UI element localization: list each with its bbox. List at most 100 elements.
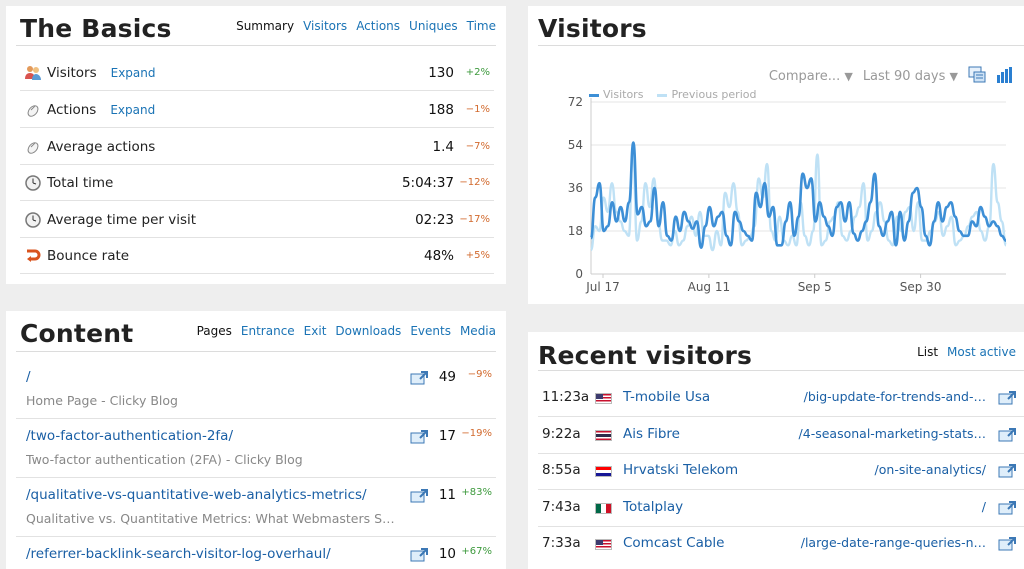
basics-value: 02:23 [415, 211, 454, 228]
comment-icon[interactable] [410, 548, 428, 568]
isp-link[interactable]: T-mobile Usa [623, 389, 711, 405]
y-tick-label: 36 [568, 181, 583, 195]
clock-icon [24, 211, 42, 229]
basics-label: Actions [47, 101, 97, 118]
visitors-title: Visitors [538, 14, 647, 43]
visitors-divider [538, 45, 1024, 46]
content-row: / Home Page - Clicky Blog 49 −9% [16, 360, 496, 419]
comment-icon[interactable] [998, 391, 1016, 411]
export-icon[interactable] [968, 66, 986, 87]
expand-link[interactable]: Expand [110, 102, 156, 117]
x-tick-label: Sep 30 [900, 280, 942, 294]
tab-uniques[interactable]: Uniques [409, 19, 458, 33]
us-flag-icon [595, 393, 612, 404]
change-badge: +67% [461, 546, 492, 557]
content-row: /qualitative-vs-quantitative-web-analyti… [16, 478, 496, 537]
tab-summary[interactable]: Summary [236, 19, 295, 33]
change-badge: −9% [467, 369, 492, 380]
chart-legend: Visitors Previous period [589, 88, 756, 101]
page-title: Two-factor authentication (2FA) - Clicky… [26, 452, 303, 467]
basics-value: 5:04:37 [401, 174, 454, 191]
tab-pages[interactable]: Pages [196, 324, 232, 338]
visit-time: 11:23a [542, 389, 590, 405]
chart-controls: Compare... ▼ Last 90 days ▼ [769, 66, 1014, 87]
bar-chart-icon[interactable] [996, 66, 1014, 87]
page-path-link[interactable]: /referrer-backlink-search-visitor-log-ov… [26, 546, 331, 562]
basics-tabs: Summary Visitors Actions Uniques Time [236, 19, 496, 33]
comment-icon[interactable] [998, 537, 1016, 557]
chevron-down-icon: ▼ [844, 70, 853, 83]
content-title: Content [20, 319, 134, 348]
page-count: 11 [438, 487, 456, 503]
tab-media[interactable]: Media [459, 324, 496, 338]
visited-page-link[interactable]: /large-date-range-queries-n… [800, 535, 986, 550]
basics-row-bounce-rate: Bounce rate 48% +5% [20, 238, 494, 274]
basics-label: Average actions [47, 138, 156, 155]
legend-item-previous: Previous period [657, 88, 756, 101]
expand-link[interactable]: Expand [110, 65, 156, 80]
visitor-row[interactable]: 9:22a Ais Fibre /4-seasonal-marketing-st… [538, 417, 1024, 454]
page-count: 17 [438, 428, 456, 444]
date-range-dropdown[interactable]: Last 90 days ▼ [863, 69, 958, 84]
hr-flag-icon [595, 466, 612, 477]
visited-page-link[interactable]: /4-seasonal-marketing-stats… [798, 426, 986, 441]
cursor-icon [24, 101, 42, 119]
tab-events[interactable]: Events [410, 324, 451, 338]
tab-actions[interactable]: Actions [356, 19, 401, 33]
page-path-link[interactable]: /qualitative-vs-quantitative-web-analyti… [26, 487, 367, 503]
page-title: Home Page - Clicky Blog [26, 393, 178, 408]
comment-icon[interactable] [410, 371, 428, 391]
page-path-link[interactable]: /two-factor-authentication-2fa/ [26, 428, 233, 444]
comment-icon[interactable] [998, 464, 1016, 484]
visited-page-link[interactable]: / [981, 499, 986, 514]
tab-downloads[interactable]: Downloads [335, 324, 402, 338]
content-divider [16, 351, 496, 352]
change-badge: −19% [461, 428, 492, 439]
tab-exit[interactable]: Exit [303, 324, 327, 338]
page-title: Qualitative vs. Quantitative Metrics: Wh… [26, 511, 401, 526]
comment-icon[interactable] [410, 430, 428, 450]
legend-previous-label: Previous period [671, 88, 757, 101]
cursor-icon [24, 138, 42, 156]
isp-link[interactable]: Ais Fibre [623, 426, 680, 442]
isp-link[interactable]: Totalplay [623, 499, 684, 515]
comment-icon[interactable] [998, 428, 1016, 448]
basics-value: 48% [423, 247, 454, 264]
visitor-row[interactable]: 8:55a Hrvatski Telekom /on-site-analytic… [538, 453, 1024, 490]
chevron-down-icon: ▼ [949, 70, 958, 83]
page-count: 10 [438, 546, 456, 562]
compare-dropdown[interactable]: Compare... ▼ [769, 69, 853, 84]
isp-link[interactable]: Hrvatski Telekom [623, 462, 739, 478]
x-tick-label: Sep 5 [798, 280, 832, 294]
visited-page-link[interactable]: /big-update-for-trends-and-… [803, 389, 986, 404]
basics-divider [16, 45, 496, 46]
content-panel: Content Pages Entrance Exit Downloads Ev… [6, 311, 506, 569]
visitor-row[interactable]: 7:43a Totalplay / [538, 490, 1024, 527]
basics-value: 130 [428, 64, 454, 81]
isp-link[interactable]: Comcast Cable [623, 535, 725, 551]
tab-visitors[interactable]: Visitors [303, 19, 348, 33]
tab-most-active[interactable]: Most active [947, 345, 1016, 359]
visitor-row[interactable]: 11:23a T-mobile Usa /big-update-for-tren… [538, 380, 1024, 417]
comment-icon[interactable] [998, 501, 1016, 521]
basics-value: 1.4 [432, 138, 454, 155]
change-badge: −12% [459, 177, 490, 188]
y-tick-label: 18 [568, 224, 583, 238]
basics-label: Bounce rate [47, 247, 130, 264]
tab-list[interactable]: List [917, 345, 939, 359]
y-tick-label: 54 [568, 138, 583, 152]
page-path-link[interactable]: / [26, 369, 31, 385]
visit-time: 9:22a [542, 426, 581, 442]
basics-value: 188 [428, 101, 454, 118]
compare-label: Compare... [768, 69, 841, 84]
visitors-series-line [589, 141, 1007, 250]
change-badge: +5% [465, 250, 490, 261]
tab-entrance[interactable]: Entrance [240, 324, 295, 338]
comment-icon[interactable] [410, 489, 428, 509]
clock-icon [24, 174, 42, 192]
visited-page-link[interactable]: /on-site-analytics/ [874, 462, 986, 477]
tab-time[interactable]: Time [466, 19, 496, 33]
visitor-row[interactable]: 7:33a Comcast Cable /large-date-range-qu… [538, 526, 1024, 563]
basics-row-visitors: Visitors Expand 130 +2% [20, 55, 494, 91]
page-count: 49 [438, 369, 456, 385]
